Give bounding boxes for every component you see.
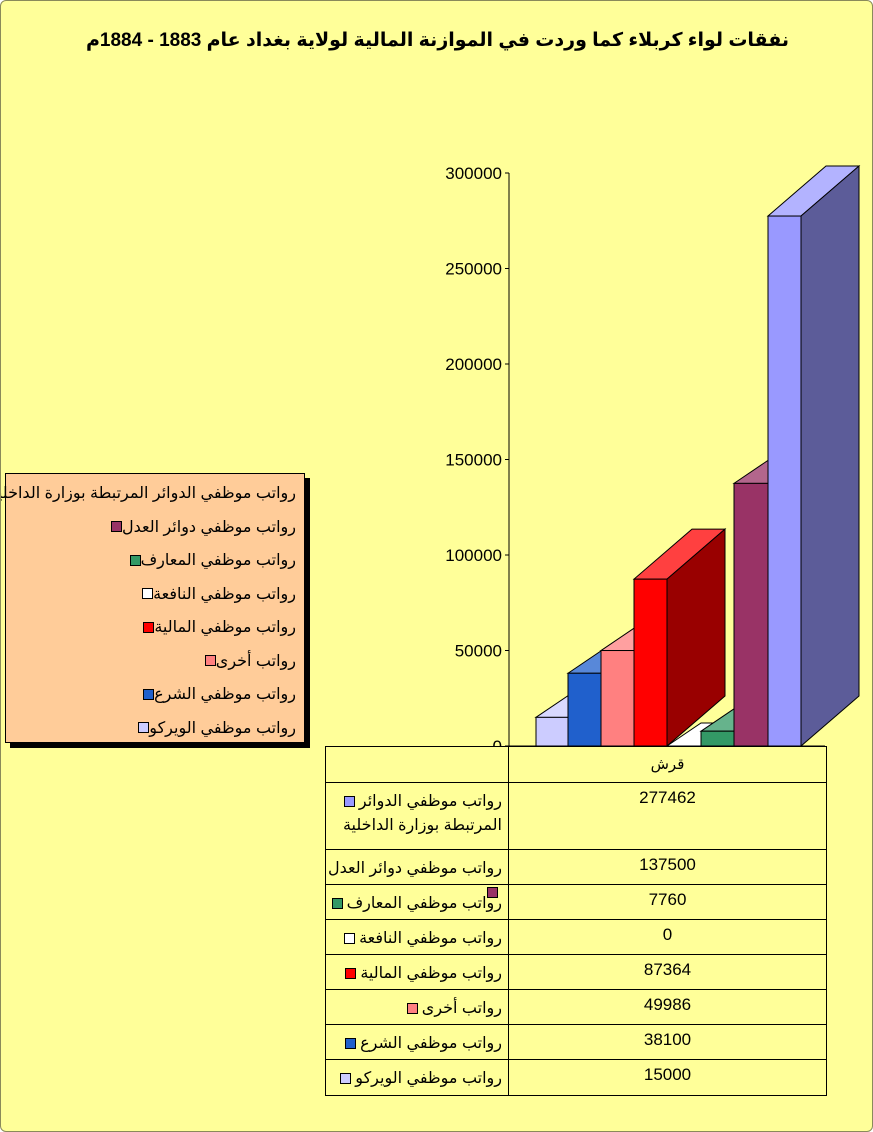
bar <box>733 482 769 747</box>
chart-title: نفقات لواء كربلاء كما وردت في الموازنة ا… <box>85 30 790 51</box>
table-row-label-text: رواتب أخرى <box>421 1000 502 1017</box>
table-row-value: 38100 <box>643 1030 692 1049</box>
table-row-value: 7760 <box>648 890 687 909</box>
legend-item: رواتب موظفي الشرع <box>139 681 296 707</box>
bar <box>600 650 635 747</box>
table-row-label: رواتب موظفي المعارف <box>326 892 502 916</box>
legend-label: رواتب موظفي النافعة <box>153 585 296 603</box>
table-gridline <box>326 884 826 885</box>
table-row-label-text: رواتب موظفي المعارف <box>346 895 502 912</box>
y-tick-label: 200000 <box>445 355 502 374</box>
table-gridline <box>326 1059 826 1060</box>
legend-item: رواتب موظفي المعارف <box>126 547 296 573</box>
legend-item: رواتب موظفي دوائر العدل <box>107 514 296 540</box>
legend-swatch <box>204 655 216 666</box>
legend-label: رواتب موظفي المالية <box>154 619 296 636</box>
table-row-value: 277462 <box>639 788 696 807</box>
table-row-label: رواتب موظفي الدوائر المرتبطة بوزارة الداخ… <box>326 790 502 838</box>
table-gridline <box>326 1024 826 1025</box>
bar <box>767 215 802 747</box>
legend-label: رواتب موظفي الويركو <box>149 719 296 737</box>
bar <box>567 672 602 747</box>
table-row-label-line: رواتب أخرى <box>326 997 502 1021</box>
legend-item: رواتب موظفي الدوائر المرتبطة بوزارة الدا… <box>0 480 296 506</box>
table-row-value: 15000 <box>643 1065 692 1084</box>
legend-swatch <box>129 554 141 566</box>
table-gridline <box>508 747 509 1095</box>
table-row-label-text: رواتب موظفي الدوائر <box>358 793 502 810</box>
table-row-label-text: رواتب موظفي الويركو <box>355 1070 502 1087</box>
table-gridline <box>326 954 826 955</box>
legend-label: رواتب موظفي المعارف <box>140 552 296 569</box>
table-row-label-text: رواتب موظفي النافعة <box>359 930 502 947</box>
table-gridline <box>326 919 826 920</box>
legend-swatch <box>143 621 155 633</box>
table-row-swatch <box>487 887 498 899</box>
legend-swatch <box>142 588 154 599</box>
legend-swatch <box>110 521 122 532</box>
table-row-swatch <box>340 1073 352 1085</box>
table-row-value: 49986 <box>643 995 692 1014</box>
table-row-swatch <box>331 898 343 910</box>
table-row-label-text: رواتب موظفي الشرع <box>360 1035 502 1052</box>
table-row-swatch <box>344 933 356 945</box>
legend-swatch <box>138 722 150 733</box>
bar <box>535 716 569 747</box>
table-row-label-line: رواتب موظفي دوائر العدل <box>326 857 502 905</box>
table-row-swatch <box>343 796 355 808</box>
table-row-value: 137500 <box>639 855 696 874</box>
legend-label: رواتب موظفي الشرع <box>154 686 296 703</box>
bar-side-face <box>800 164 860 748</box>
table-gridline <box>326 989 826 990</box>
table-row-label: رواتب موظفي الويركو <box>326 1067 502 1091</box>
legend-item: رواتب موظفي المالية <box>139 614 296 640</box>
table-row-label-line: رواتب موظفي الدوائر <box>326 790 502 814</box>
data-table: قرش رواتب موظفي الدوائر المرتبطة بوزارة ا… <box>325 746 827 1096</box>
table-row-label-line: رواتب موظفي الويركو <box>326 1067 502 1091</box>
y-tick-label: 50000 <box>455 642 502 661</box>
y-tick-label: 150000 <box>445 451 502 470</box>
legend-label: رواتب موظفي دوائر العدل <box>121 518 296 536</box>
table-row-label-text: رواتب موظفي دوائر العدل <box>327 860 502 877</box>
legend-item: رواتب موظفي الويركو <box>134 715 296 741</box>
table-row-label-text: رواتب موظفي المالية <box>360 965 502 982</box>
y-tick-label: 100000 <box>445 546 502 565</box>
table-row-label: رواتب أخرى <box>326 997 502 1021</box>
table-row-label-line: المرتبطة بوزارة الداخلية <box>342 817 502 834</box>
table-row-swatch <box>345 1038 357 1050</box>
chart-legend: رواتب موظفي الدوائر المرتبطة بوزارة الدا… <box>1 473 305 743</box>
y-tick-label: 250000 <box>445 260 502 279</box>
legend-swatch <box>143 688 155 700</box>
bar <box>700 730 735 747</box>
y-tick-label: 300000 <box>445 164 502 183</box>
table-gridline <box>326 849 826 850</box>
table-row-label-line: رواتب موظفي الشرع <box>326 1032 502 1056</box>
legend-label: رواتب موظفي الدوائر المرتبطة بوزارة الدا… <box>0 485 296 502</box>
table-row-value: 87364 <box>643 960 692 979</box>
table-column-header: قرش <box>650 756 685 773</box>
table-row-label: رواتب موظفي النافعة <box>326 927 502 951</box>
legend-item: رواتب أخرى <box>201 648 296 674</box>
legend-label: رواتب أخرى <box>215 652 296 670</box>
table-row-value: 0 <box>662 925 673 944</box>
table-row-label: رواتب موظفي دوائر العدل <box>326 857 502 905</box>
table-row-swatch <box>406 1003 418 1015</box>
table-row-label-line: رواتب موظفي المالية <box>326 962 502 986</box>
table-row-label: رواتب موظفي الشرع <box>326 1032 502 1056</box>
table-row-label: رواتب موظفي المالية <box>326 962 502 986</box>
table-gridline <box>326 782 826 783</box>
legend-item: رواتب موظفي النافعة <box>138 581 296 607</box>
table-row-swatch <box>345 968 357 980</box>
bar <box>633 578 668 747</box>
table-row-label-line: رواتب موظفي النافعة <box>326 927 502 951</box>
table-row-label-line: رواتب موظفي المعارف <box>326 892 502 916</box>
